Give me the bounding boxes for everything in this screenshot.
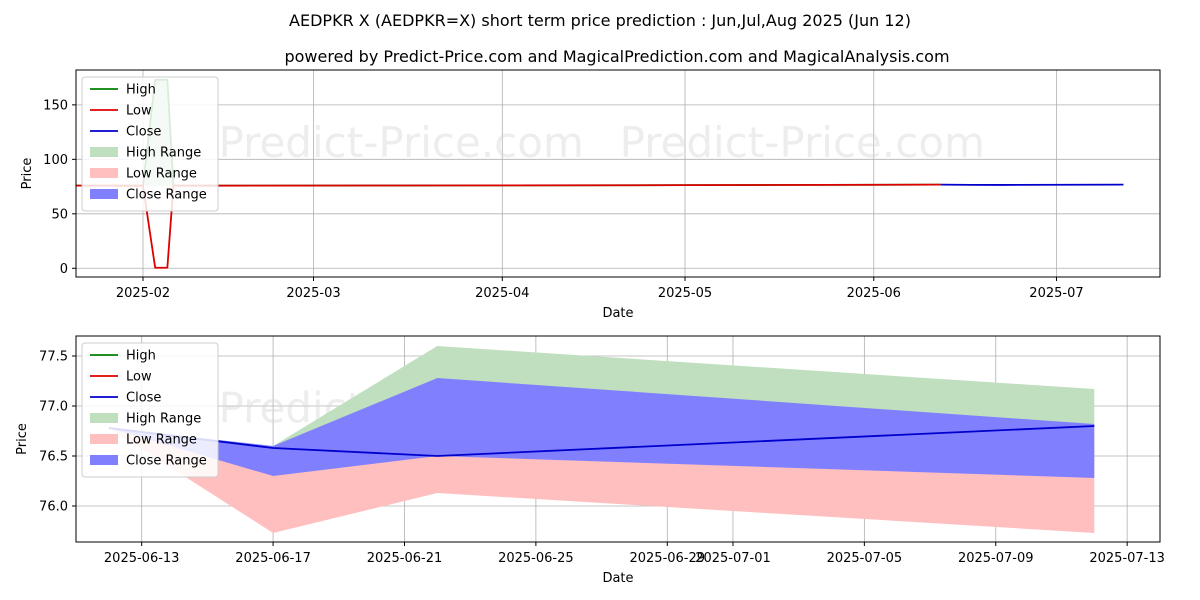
top-y-tick-label: 150 xyxy=(43,98,68,113)
top-x-tick-label: 2025-07 xyxy=(1029,286,1083,301)
top-watermark: Predict-Price.com xyxy=(620,118,985,167)
bottom-x-tick-label: 2025-07-13 xyxy=(1089,551,1165,566)
bottom-axes-frame xyxy=(75,335,1161,543)
bottom-x-tick-label: 2025-07-05 xyxy=(827,551,903,566)
bottom-y-tick-label: 76.0 xyxy=(39,500,68,515)
bottom-y-tick-label: 77.5 xyxy=(39,350,68,365)
bottom-y-axis-label: Price xyxy=(15,423,30,455)
bottom-x-tick-label: 2025-06-17 xyxy=(235,551,311,566)
top-y-axis-label: Price xyxy=(20,158,35,190)
chart-subtitle: powered by Predict-Price.com and Magical… xyxy=(284,47,949,66)
top-legend-label: High Range xyxy=(126,146,201,161)
bottom-legend-label: Low Range xyxy=(126,433,197,448)
bottom-x-tick-label: 2025-07-09 xyxy=(958,551,1034,566)
bottom-x-tick-label: 2025-06-29 xyxy=(629,551,705,566)
top-legend-swatch-high-range xyxy=(90,147,118,157)
bottom-legend-swatch-high-range xyxy=(90,413,118,423)
bottom-legend-label: High Range xyxy=(126,412,201,427)
top-y-tick-label: 50 xyxy=(51,207,68,222)
bottom-panel: Predict-Price.comPredict-Price.com2025-0… xyxy=(15,335,1165,586)
bottom-legend-label: Close xyxy=(126,391,161,406)
bottom-legend-swatch-low-range xyxy=(90,434,118,444)
bottom-y-tick-label: 77.0 xyxy=(39,400,68,415)
top-x-tick-label: 2025-03 xyxy=(286,286,340,301)
top-x-tick-label: 2025-02 xyxy=(116,286,170,301)
bottom-legend-label: Close Range xyxy=(126,454,207,469)
top-legend-label: Close Range xyxy=(126,188,207,203)
top-axes-frame xyxy=(75,69,1161,278)
top-x-axis-label: Date xyxy=(602,306,633,321)
bottom-x-tick-label: 2025-06-25 xyxy=(498,551,574,566)
bottom-legend-label: High xyxy=(126,349,156,364)
top-legend-label: Low Range xyxy=(126,167,197,182)
bottom-x-tick-label: 2025-06-21 xyxy=(367,551,443,566)
bottom-x-tick-label: 2025-07-01 xyxy=(695,551,771,566)
top-y-tick-label: 100 xyxy=(43,153,68,168)
top-legend-label: Low xyxy=(126,104,152,119)
chart-title: AEDPKR X (AEDPKR=X) short term price pre… xyxy=(289,11,911,30)
bottom-legend-swatch-close-range xyxy=(90,455,118,465)
top-legend-swatch-close-range xyxy=(90,189,118,199)
bottom-legend-label: Low xyxy=(126,370,152,385)
top-legend-swatch-low-range xyxy=(90,168,118,178)
top-legend-label: Close xyxy=(126,125,161,140)
top-panel: Predict-Price.com Predict-Price.com 2025-0… xyxy=(20,69,1161,321)
top-y-tick-label: 0 xyxy=(60,262,68,277)
bottom-x-tick-label: 2025-06-13 xyxy=(104,551,180,566)
top-x-tick-label: 2025-04 xyxy=(475,286,529,301)
bottom-y-tick-label: 76.5 xyxy=(39,450,68,465)
top-x-tick-label: 2025-06 xyxy=(847,286,901,301)
top-watermark: Predict-Price.com xyxy=(219,118,584,167)
top-legend-label: High xyxy=(126,83,156,98)
bottom-x-axis-label: Date xyxy=(602,571,633,586)
top-x-tick-label: 2025-05 xyxy=(658,286,712,301)
bottom-close-range-area xyxy=(108,378,1095,478)
